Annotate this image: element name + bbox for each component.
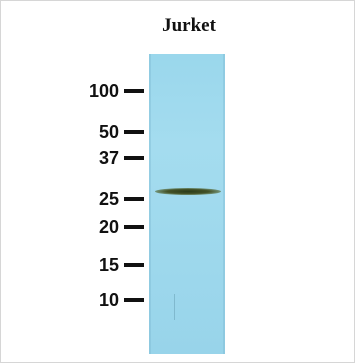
marker-50: 50 (1, 121, 147, 143)
lane-label: Jurket (162, 15, 216, 36)
marker-label: 37 (98, 148, 119, 168)
marker-label: 15 (98, 255, 119, 275)
marker-label: 20 (98, 217, 119, 237)
marker-tick (124, 298, 144, 302)
marker-20: 20 (1, 216, 147, 238)
marker-label: 25 (98, 189, 119, 209)
marker-label: 10 (98, 290, 119, 310)
membrane-right-edge (223, 54, 225, 354)
marker-tick (124, 263, 144, 267)
marker-label: 100 (88, 81, 119, 101)
marker-tick (124, 89, 144, 93)
marker-label: 50 (98, 122, 119, 142)
marker-tick (124, 197, 144, 201)
marker-tick (124, 225, 144, 229)
marker-100: 100 (1, 80, 147, 102)
marker-25: 25 (1, 188, 147, 210)
membrane-streak (174, 294, 175, 320)
marker-15: 15 (1, 254, 147, 276)
marker-tick (124, 156, 144, 160)
blot-membrane (149, 54, 225, 354)
marker-tick (124, 130, 144, 134)
marker-10: 10 (1, 289, 147, 311)
membrane-left-edge (149, 54, 151, 354)
protein-band (155, 188, 221, 195)
marker-37: 37 (1, 147, 147, 169)
